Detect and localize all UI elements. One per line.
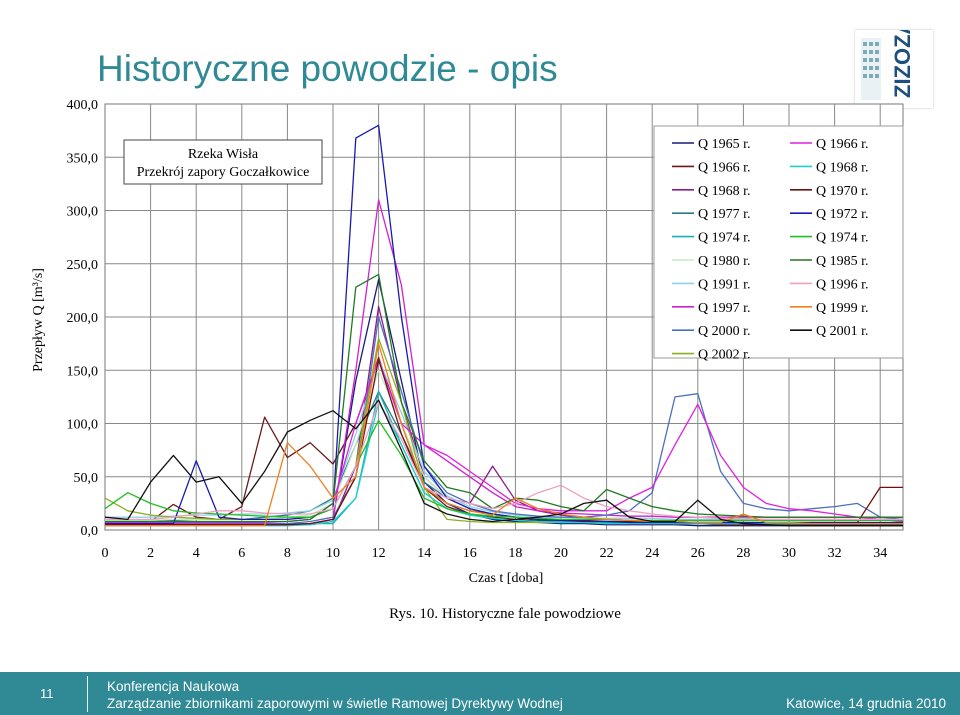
- series-lines: [104, 124, 904, 527]
- x-tick-label: 30: [782, 546, 796, 561]
- x-tick-label: 28: [736, 546, 750, 561]
- legend-label: Q 1968 r.: [698, 184, 751, 199]
- annotation-box: [123, 139, 323, 185]
- y-tick-label: 250,0: [67, 258, 99, 273]
- x-tick-label: 4: [193, 546, 200, 561]
- y-tick-label: 200,0: [67, 311, 99, 326]
- legend-label: Q 1999 r.: [816, 301, 869, 316]
- x-tick-label: 8: [284, 546, 291, 561]
- legend-label: Q 1977 r.: [698, 207, 751, 222]
- conference-date: Katowice, 14 grudnia 2010: [786, 696, 946, 711]
- y-tick-label: 150,0: [67, 364, 99, 379]
- legend-box: [653, 125, 904, 359]
- x-tick-label: 22: [600, 546, 614, 561]
- legend-label: Q 1974 r.: [816, 231, 869, 246]
- x-tick-label: 0: [102, 546, 109, 561]
- page-number: 11: [40, 686, 54, 701]
- series-line-15: [104, 419, 903, 522]
- chart-annotation: Rzeka Wisła Przekrój zapory Goczałkowice: [123, 139, 323, 185]
- legend-label: Q 2000 r.: [698, 324, 751, 339]
- legend-label: Q 1966 r.: [816, 137, 869, 152]
- legend-label: Q 1966 r.: [698, 160, 751, 175]
- legend-label: Q 2001 r.: [816, 324, 869, 339]
- x-tick-label: 20: [554, 546, 568, 561]
- y-tick-label: 50,0: [74, 471, 99, 486]
- x-axis-label: Czas t [doba]: [469, 571, 544, 586]
- series-line-19: [104, 399, 903, 527]
- axis-ticks: 0,0 50,0 100,0 150,0 200,0 250,0 300,0 350,0 400…: [67, 98, 888, 561]
- legend-label: Q 2002 r.: [698, 348, 751, 363]
- footer-bar: 11 Konferencja Naukowa Zarządzanie zbior…: [0, 672, 960, 715]
- figure-caption: Rys. 10. Historyczne fale powodziowe: [389, 606, 621, 622]
- x-tick-label: 18: [508, 546, 522, 561]
- y-tick-label: 400,0: [67, 98, 99, 113]
- legend-label: Q 1970 r.: [816, 184, 869, 199]
- y-tick-label: 100,0: [67, 418, 99, 433]
- x-tick-label: 12: [372, 546, 386, 561]
- y-tick-label: 300,0: [67, 205, 99, 220]
- y-axis-label: Przepływ Q [m³/s]: [31, 268, 46, 372]
- series-line-11: [105, 358, 904, 524]
- legend-label: Q 1968 r.: [816, 160, 869, 175]
- conference-name: Konferencja Naukowa: [107, 679, 240, 694]
- legend-label: Q 1980 r.: [698, 254, 751, 269]
- x-tick-label: 34: [873, 546, 887, 561]
- x-tick-label: 6: [238, 546, 245, 561]
- legend-label: Q 1972 r.: [816, 207, 869, 222]
- legend-label: Q 1997 r.: [698, 301, 751, 316]
- annotation-section: Przekrój zapory Goczałkowice: [137, 165, 310, 180]
- footer-divider: [87, 676, 88, 712]
- y-tick-label: 350,0: [67, 151, 99, 166]
- conference-subtitle: Zarządzanie zbiornikami zaporowymi w świ…: [107, 696, 563, 711]
- x-tick-label: 24: [645, 546, 659, 561]
- x-tick-label: 14: [417, 546, 431, 561]
- legend-label: Q 1991 r.: [698, 277, 751, 292]
- annotation-river: Rzeka Wisła: [188, 147, 259, 162]
- x-tick-label: 2: [147, 546, 154, 561]
- legend-label: Q 1965 r.: [698, 137, 751, 152]
- slide-title: Historyczne powodzie - opis: [97, 48, 558, 89]
- x-tick-label: 10: [326, 546, 340, 561]
- series-line-16: [105, 273, 903, 523]
- series-line-18: [105, 342, 903, 527]
- x-tick-label: 32: [828, 546, 842, 561]
- y-tick-label: 0,0: [81, 524, 99, 539]
- legend-label: Q 1985 r.: [816, 254, 869, 269]
- legend-label: Q 1996 r.: [816, 277, 869, 292]
- legend: Q 1965 r. Q 1966 r. Q 1968 r. Q 1977 r. Q 19…: [653, 125, 904, 363]
- legend-label: Q 1974 r.: [698, 231, 751, 246]
- series-line-9: [105, 316, 904, 525]
- x-tick-label: 16: [463, 546, 477, 561]
- x-tick-label: 26: [691, 546, 705, 561]
